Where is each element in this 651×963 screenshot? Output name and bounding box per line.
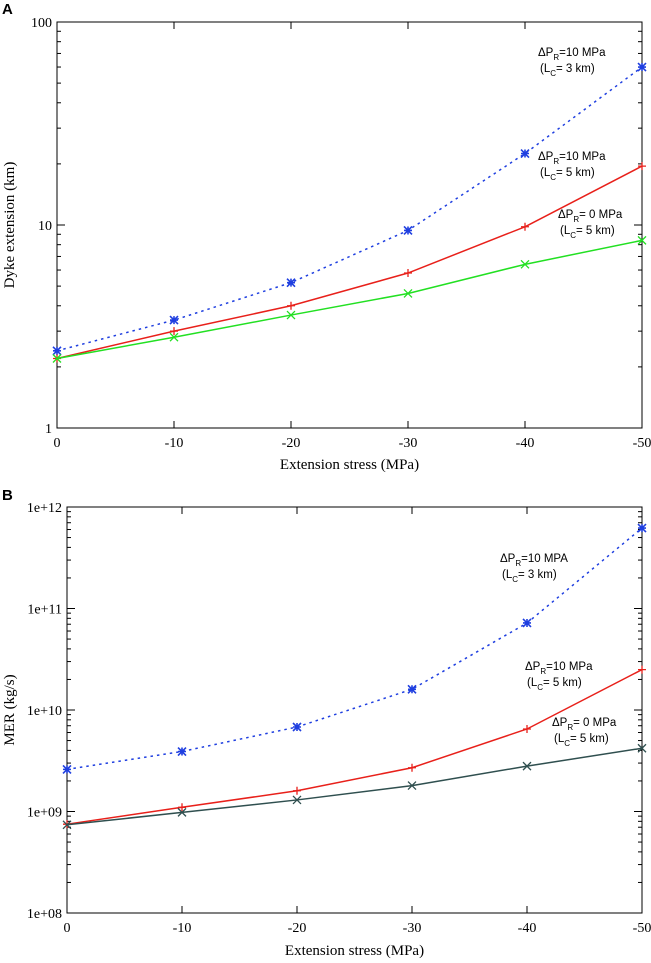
panel-a-series-2-point-0	[52, 354, 62, 363]
panel-b-x-tick-label: -20	[288, 921, 307, 936]
panel-b: B 0 -10 -20 -30 -40 -50 1e+08 1e+09 1e+10 1e+11 1e…	[2, 487, 651, 959]
panel-b-series-2-point-2	[292, 795, 302, 805]
panel-a-series-0-point-0	[52, 346, 62, 356]
panel-b-series-2-point-3	[407, 781, 417, 791]
panel-a-series-0-label-line1: ΔPR=10 MPa	[538, 47, 606, 62]
panel-b-x-tick-label: -40	[518, 921, 537, 936]
panel-b-series-0-label-line2: (LC= 3 km)	[502, 569, 557, 584]
panel-b-y-tick-label: 1e+08	[27, 907, 62, 922]
panel-b-y-tick-label: 1e+12	[27, 501, 62, 516]
panel-b-series-1-point-2	[293, 786, 301, 795]
panel-b-series-1-point-4	[523, 724, 531, 733]
panel-a-x-tick-label: -30	[399, 436, 418, 451]
panel-b-ticks: 0 -10 -20 -30 -40 -50 1e+08 1e+09 1e+10 1e+11 1e+1…	[27, 501, 651, 936]
panel-a-x-tick-label: -40	[516, 436, 535, 451]
panel-a-series-2-label-line2: (LC= 5 km)	[560, 225, 615, 240]
panel-b-series-2-point-4	[522, 761, 532, 771]
panel-b-series-0-point-0	[62, 764, 72, 774]
panel-b-series-2-label-line1: ΔPR= 0 MPa	[552, 717, 617, 732]
panel-a-series-0-point-3	[403, 225, 413, 236]
panel-a-series-1-point-3	[404, 269, 412, 278]
panel-b-y-tick-label: 1e+09	[27, 806, 62, 821]
panel-b-series-0-label-line1: ΔPR=10 MPA	[500, 553, 568, 568]
panel-a-series-1-label-line2: (LC= 5 km)	[540, 167, 595, 182]
panel-a-series-1-point-4	[521, 222, 529, 231]
panel-b-series-2-point-1	[177, 807, 187, 817]
panel-b-series-line-1	[66, 668, 643, 825]
panel-b-series-0-point-4	[522, 618, 532, 628]
panel-a-y-tick-label: 100	[31, 16, 52, 31]
panel-b-series-2-label-line2: (LC= 5 km)	[554, 733, 609, 748]
panel-b-series-line-2	[66, 747, 643, 826]
panel-b-series-1-point-5	[638, 665, 646, 674]
panel-b-x-tick-label: -30	[403, 921, 422, 936]
panel-a-series: ΔPR=10 MPa(LC= 3 km)ΔPR=10 MPa(LC= 5 km)…	[52, 47, 647, 363]
panel-a-series-2-point-2	[286, 310, 296, 320]
panel-b-series-2-point-5	[637, 743, 647, 753]
panel-b-letter: B	[2, 487, 13, 504]
panel-b-x-axis-title: Extension stress (MPa)	[285, 943, 424, 959]
panel-a-series-2-point-4	[520, 259, 530, 269]
panel-a-letter: A	[2, 1, 13, 18]
panel-a-x-tick-label: -50	[633, 436, 651, 451]
panel-b-x-tick-label: -10	[173, 921, 192, 936]
panel-b-x-tick-label: 0	[64, 921, 71, 936]
panel-b-y-tick-label: 1e+10	[27, 704, 62, 719]
panel-b-series-1-label-line1: ΔPR=10 MPa	[525, 661, 593, 676]
panel-a-series-0-point-2	[286, 278, 296, 288]
panel-b-series: ΔPR=10 MPA(LC= 3 km)ΔPR=10 MPa(LC= 5 km)…	[62, 523, 647, 830]
panel-a-x-tick-label: 0	[54, 436, 61, 451]
panel-a-ticks: 0 -10 -20 -30 -40 -50 1 10 100	[31, 16, 651, 451]
panel-a-series-1-point-2	[287, 301, 295, 310]
panel-a-series-1-point-5	[638, 162, 646, 171]
panel-a-series-1-label-line1: ΔPR=10 MPa	[538, 151, 606, 166]
panel-b-series-1-label-line2: (LC= 5 km)	[527, 677, 582, 692]
panel-b-x-tick-label: -50	[633, 921, 651, 936]
panel-a-series-line-2	[56, 239, 643, 360]
panel-a-series-0-point-1	[169, 315, 179, 325]
panel-b-series-0-point-2	[292, 722, 302, 732]
panel-b-y-tick-label: 1e+11	[27, 603, 62, 618]
panel-b-series-line-0	[66, 527, 643, 771]
panel-a-series-1-point-1	[170, 327, 178, 336]
panel-a-x-tick-label: -10	[165, 436, 184, 451]
panel-a-y-axis-title: Dyke extension (km)	[2, 162, 18, 289]
panel-a-series-2-point-5	[637, 235, 647, 245]
panel-a-series-2-point-3	[403, 289, 413, 298]
panel-a-series-0-label-line2: (LC= 3 km)	[540, 63, 595, 78]
panel-b-series-1-point-1	[178, 803, 186, 812]
panel-a-x-axis-title: Extension stress (MPa)	[280, 457, 419, 473]
panel-b-series-0-point-1	[177, 746, 187, 757]
panel-a-series-0-point-5	[637, 62, 647, 72]
panel-a-y-tick-label: 10	[38, 219, 52, 234]
panel-b-series-0-point-3	[407, 684, 417, 694]
panel-a-x-tick-label: -20	[282, 436, 301, 451]
panel-a-series-line-1	[56, 165, 643, 360]
panel-a-series-2-point-1	[169, 332, 179, 342]
panel-a-y-tick-label: 1	[45, 422, 52, 437]
panel-b-series-1-point-3	[408, 763, 416, 772]
panel-a-series-2-label-line1: ΔPR= 0 MPa	[558, 209, 623, 224]
panel-b-series-2-point-0	[62, 820, 72, 830]
panel-b-y-axis-title: MER (kg/s)	[2, 674, 18, 745]
panel-a-series-line-0	[56, 66, 643, 352]
panel-b-series-0-point-5	[637, 523, 647, 533]
panel-b-plot-frame	[66, 506, 643, 914]
panel-a-series-0-point-4	[520, 148, 530, 159]
panel-a-plot-frame	[56, 21, 643, 429]
